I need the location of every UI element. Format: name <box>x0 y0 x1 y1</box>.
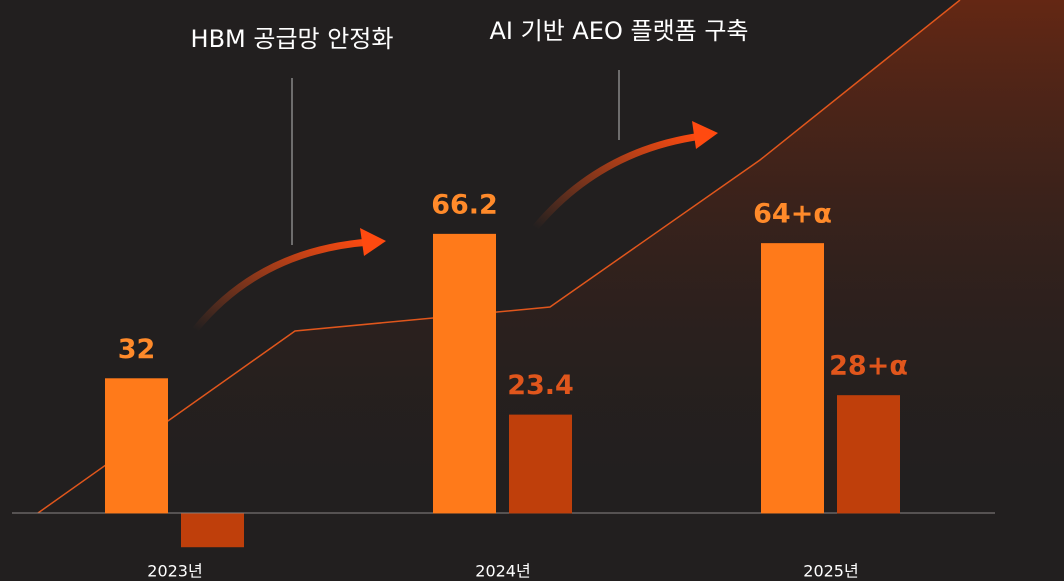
arrow-head <box>360 228 386 256</box>
arrow <box>192 238 371 333</box>
x-tick-label: 2025년 <box>803 562 858 581</box>
bar <box>837 395 900 514</box>
bar <box>761 243 824 514</box>
value-label: 23.4 <box>507 370 574 401</box>
annotation: HBM 공급망 안정화 <box>191 25 394 53</box>
value-label: 32 <box>118 334 156 365</box>
value-label: 64+α <box>753 199 832 230</box>
bar <box>433 233 496 514</box>
annotation: AI 기반 AEO 플랫폼 구축 <box>489 17 748 45</box>
value-label: 28+α <box>829 351 908 382</box>
trend-line <box>37 0 961 514</box>
bar <box>509 414 572 514</box>
arrow <box>532 132 703 231</box>
value-label: 66.2 <box>431 189 498 220</box>
x-tick-label: 2023년 <box>147 562 202 581</box>
x-tick-label: 2024년 <box>475 562 530 581</box>
bar <box>181 513 244 548</box>
arrow-head <box>692 121 718 149</box>
bar <box>105 378 168 514</box>
